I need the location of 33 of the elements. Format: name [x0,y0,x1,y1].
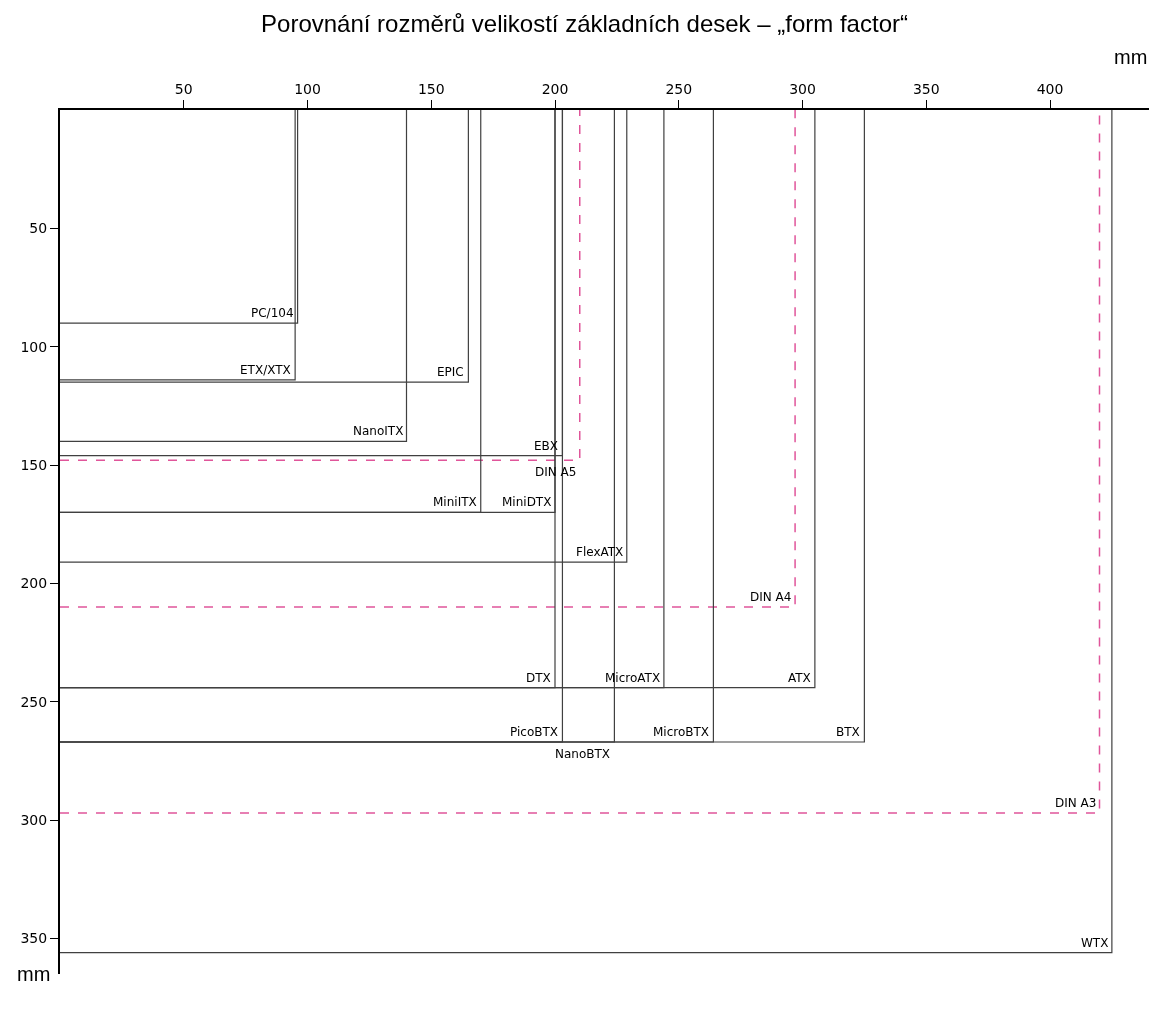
x-tick-label: 400 [1036,81,1064,98]
y-tick-label: 50 [29,220,48,237]
annotation: MicroBTX [653,725,710,739]
annotation: WTX [1081,936,1109,950]
chart-title: Porovnání rozměrů velikostí základních desek – „form factor“ [261,10,908,38]
annotation: BTX [836,725,860,739]
x-tick-label: 200 [541,81,569,98]
y-tick-label: 250 [20,693,48,710]
annotation: DTX [526,671,551,685]
annotation: PicoBTX [510,725,559,739]
y-axis-title: mm [17,963,51,985]
annotation: DIN A3 [1055,796,1097,810]
annotation: MiniITX [433,495,477,509]
annotation: ATX [788,671,811,685]
x-tick-label: 250 [665,81,693,98]
annotation: NanoITX [353,424,404,438]
x-tick-label: 50 [174,81,193,98]
y-tick-label: 150 [20,456,48,473]
y-tick-label: 350 [20,930,48,947]
x-tick-label: 100 [294,81,321,98]
annotation: MiniDTX [502,495,552,509]
annotation: DIN A4 [750,590,792,604]
x-tick-label: 350 [912,81,940,98]
y-tick-label: 300 [20,812,48,829]
annotation: ETX/XTX [240,363,291,377]
x-tick-label: 150 [417,81,445,98]
x-tick-label: 300 [789,81,816,98]
x-axis-title: mm [1114,46,1148,68]
annotation: EPIC [437,365,464,379]
y-tick-label: 200 [20,575,48,592]
annotation: NanoBTX [555,747,611,761]
annotation: PC/104 [251,306,294,320]
y-tick-label: 100 [20,338,48,355]
